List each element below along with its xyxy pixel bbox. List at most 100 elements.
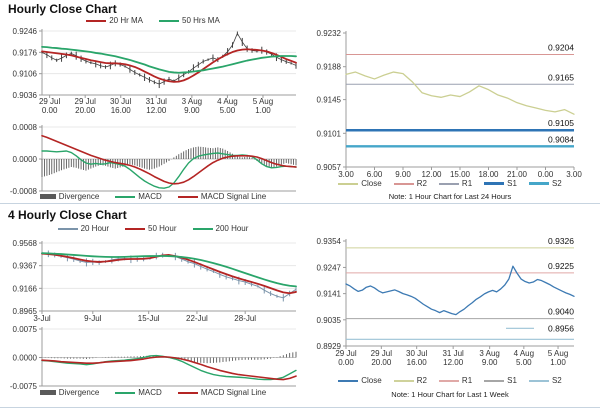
line-swatch-icon — [438, 182, 459, 185]
4hourly-macd-chart: 0.0075 0.0000 -0.0075 — [10, 325, 297, 391]
legend-item: MACD — [115, 192, 162, 201]
svg-text:30 Jul: 30 Jul — [406, 349, 428, 358]
svg-text:0.0000: 0.0000 — [13, 354, 38, 363]
svg-text:0.9188: 0.9188 — [317, 63, 342, 72]
svg-text:0.9166: 0.9166 — [13, 284, 38, 293]
svg-text:3-Jul: 3-Jul — [33, 314, 51, 323]
svg-text:3 Aug: 3 Aug — [479, 349, 499, 358]
line-swatch-icon — [125, 227, 146, 230]
svg-text:5 Aug: 5 Aug — [548, 349, 568, 358]
svg-text:0.9035: 0.9035 — [317, 316, 342, 325]
svg-text:16.00: 16.00 — [407, 358, 428, 367]
svg-text:30 Jul: 30 Jul — [110, 97, 132, 106]
hourly-macd-chart: 0.0008 0.0000 -0.0008 — [10, 123, 297, 196]
legend-item: 200 Hour — [192, 224, 248, 233]
line-swatch-icon — [177, 195, 198, 198]
svg-text:1.00: 1.00 — [255, 106, 271, 115]
legend-item-label: 50 Hrs MA — [182, 16, 220, 25]
svg-text:0.9101: 0.9101 — [317, 129, 342, 138]
svg-text:0.9040: 0.9040 — [548, 307, 574, 317]
legend-item: R1 — [438, 179, 473, 188]
legend-hourly-pivot: Close R2 R1 S1 S2 — [306, 179, 594, 188]
legend-item: Close — [338, 179, 382, 188]
line-swatch-icon — [115, 391, 136, 394]
svg-text:0.9084: 0.9084 — [548, 134, 574, 144]
legend-item-label: Close — [361, 179, 382, 188]
note-weekly-pivot: Note: 1 Hour Chart for Last 1 Week — [391, 390, 509, 399]
svg-text:0.9247: 0.9247 — [317, 263, 342, 272]
svg-text:20.00: 20.00 — [371, 358, 392, 367]
svg-text:9.00: 9.00 — [184, 106, 200, 115]
legend-item: Divergence — [39, 192, 99, 201]
legend-item: 50 Hrs MA — [159, 16, 220, 25]
svg-text:9.00: 9.00 — [395, 170, 411, 179]
legend-item: MACD — [115, 388, 162, 397]
legend-item: S2 — [528, 376, 562, 385]
svg-text:9-Jul: 9-Jul — [84, 314, 102, 323]
svg-text:0.9326: 0.9326 — [548, 236, 574, 246]
legend-item-label: R2 — [416, 179, 427, 188]
legend-item: S1 — [484, 179, 517, 188]
legend-item: 20 Hr MA — [86, 16, 143, 25]
svg-text:0.0075: 0.0075 — [13, 325, 38, 334]
svg-text:4 Aug: 4 Aug — [514, 349, 534, 358]
svg-text:0.9145: 0.9145 — [317, 96, 342, 105]
line-swatch-icon — [338, 379, 359, 382]
legend-item: Divergence — [39, 388, 99, 397]
legend-item-label: 20 Hr MA — [109, 16, 143, 25]
svg-text:12.00: 12.00 — [421, 170, 442, 179]
svg-text:0.9057: 0.9057 — [317, 163, 342, 172]
svg-text:0.00: 0.00 — [338, 358, 354, 367]
legend-item-label: R1 — [461, 376, 473, 385]
legend-item-label: MACD — [138, 388, 162, 397]
legend-item: R2 — [393, 179, 427, 188]
legend-weekly-pivot: Close R2 R1 S1 S2 — [306, 376, 594, 385]
legend-item-label: MACD Signal Line — [200, 388, 267, 397]
svg-text:0.9176: 0.9176 — [13, 48, 38, 57]
legend-item-label: R2 — [416, 376, 427, 385]
legend-item-label: R1 — [461, 179, 473, 188]
legend-item-label: S1 — [507, 179, 517, 188]
svg-text:0.9204: 0.9204 — [548, 42, 574, 52]
svg-text:0.9232: 0.9232 — [317, 29, 342, 38]
legend-item-label: Close — [361, 376, 382, 385]
legend-hourly-price: 20 Hr MA 50 Hrs MA — [6, 16, 300, 25]
svg-text:0.8956: 0.8956 — [548, 323, 574, 333]
svg-text:18.00: 18.00 — [478, 170, 499, 179]
section-title-4hourly: 4 Hourly Close Chart — [8, 208, 127, 222]
svg-text:16.00: 16.00 — [111, 106, 132, 115]
line-swatch-icon — [86, 19, 107, 22]
svg-text:4 Aug: 4 Aug — [217, 97, 237, 106]
legend-4hourly-price: 20 Hour 50 Hour 200 Hour — [6, 224, 300, 233]
line-swatch-icon — [393, 182, 414, 185]
svg-text:9.00: 9.00 — [482, 358, 498, 367]
svg-text:0.9105: 0.9105 — [548, 118, 574, 128]
svg-text:0.9246: 0.9246 — [13, 27, 38, 36]
line-swatch-icon — [159, 19, 179, 22]
svg-text:21.00: 21.00 — [507, 170, 528, 179]
svg-text:0.0008: 0.0008 — [13, 123, 38, 132]
legend-item: 50 Hour — [125, 224, 177, 233]
legend-item: Close — [338, 376, 382, 385]
bar-swatch-icon — [39, 194, 56, 199]
line-swatch-icon — [484, 379, 505, 382]
bar-swatch-icon — [39, 390, 56, 395]
bottom-divider — [0, 407, 600, 408]
svg-text:0.9141: 0.9141 — [317, 290, 342, 299]
legend-item-label: S1 — [507, 376, 517, 385]
svg-text:12.00: 12.00 — [146, 106, 167, 115]
line-swatch-icon — [115, 195, 136, 198]
section-divider — [0, 203, 600, 204]
svg-text:3 Aug: 3 Aug — [182, 97, 202, 106]
line-swatch-icon — [484, 182, 505, 185]
svg-text:0.9367: 0.9367 — [13, 262, 38, 271]
svg-text:0.9225: 0.9225 — [548, 261, 574, 271]
svg-text:29 Jul: 29 Jul — [75, 97, 97, 106]
legend-item: R2 — [393, 376, 427, 385]
legend-item-label: MACD — [138, 192, 162, 201]
svg-text:0.9106: 0.9106 — [13, 70, 38, 79]
legend-item-label: 50 Hour — [148, 224, 177, 233]
svg-text:31 Jul: 31 Jul — [146, 97, 168, 106]
